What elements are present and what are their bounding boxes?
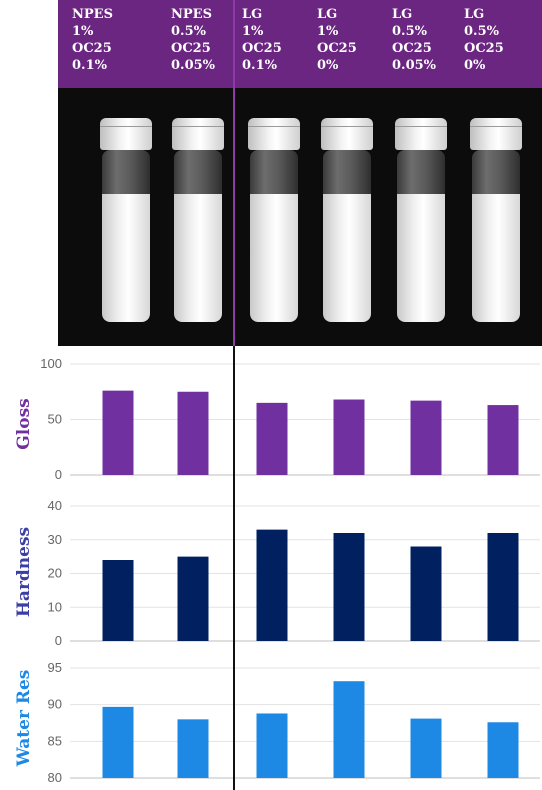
- y-tick-label: 100: [40, 356, 62, 371]
- sample-label-line: OC25: [392, 41, 432, 56]
- sample-label-line: 0.5%: [464, 24, 499, 39]
- vial-6: [466, 118, 526, 328]
- bar: [487, 405, 519, 475]
- group-divider-line: [233, 346, 235, 790]
- y-tick-label: 90: [48, 697, 62, 712]
- bar: [102, 390, 134, 475]
- bar: [256, 713, 288, 778]
- sample-label-line: NPES: [72, 7, 113, 22]
- sample-label-line: 0.05%: [392, 58, 437, 73]
- sample-label-line: 0%: [317, 58, 339, 73]
- sample-label-line: 0.1%: [242, 58, 277, 73]
- hardness-axis-label: Hardness: [14, 526, 34, 618]
- sample-label-4: LG 1% OC25 0%: [317, 6, 387, 74]
- sample-label-line: 1%: [72, 24, 94, 39]
- y-tick-label: 85: [48, 733, 62, 748]
- sample-label-line: OC25: [171, 41, 211, 56]
- sample-header: NPES 1% OC25 0.1% NPES 0.5% OC25 0.05% L…: [58, 0, 542, 88]
- vial-4: [317, 118, 377, 328]
- y-tick-label: 20: [48, 566, 62, 581]
- bar: [333, 681, 365, 778]
- bar: [177, 391, 209, 475]
- sample-label-line: LG: [392, 7, 413, 22]
- sample-label-line: LG: [242, 7, 263, 22]
- sample-label-line: 0.05%: [171, 58, 216, 73]
- sample-label-5: LG 0.5% OC25 0.05%: [392, 6, 462, 74]
- sample-label-line: 0%: [464, 58, 486, 73]
- bar: [333, 533, 365, 641]
- vials-photo: [58, 88, 542, 346]
- bar: [102, 706, 134, 778]
- sample-label-line: OC25: [317, 41, 357, 56]
- bar: [487, 533, 519, 641]
- sample-label-line: LG: [464, 7, 485, 22]
- bar: [410, 400, 442, 475]
- y-tick-label: 30: [48, 532, 62, 547]
- vial-3: [244, 118, 304, 328]
- water-res-axis-label: Water Res: [14, 669, 34, 767]
- bar: [333, 399, 365, 475]
- sample-label-line: 1%: [317, 24, 339, 39]
- sample-label-line: OC25: [242, 41, 282, 56]
- y-tick-label: 10: [48, 599, 62, 614]
- sample-label-line: LG: [317, 7, 338, 22]
- sample-label-line: NPES: [171, 7, 212, 22]
- bar: [487, 722, 519, 778]
- sample-label-line: 0.5%: [392, 24, 427, 39]
- sample-label-2: NPES 0.5% OC25 0.05%: [171, 6, 241, 74]
- sample-label-line: OC25: [464, 41, 504, 56]
- gloss-axis-label: Gloss: [14, 398, 34, 450]
- y-tick-label: 50: [48, 412, 62, 427]
- bar: [410, 546, 442, 641]
- y-tick-label: 80: [48, 770, 62, 785]
- sample-label-1: NPES 1% OC25 0.1%: [72, 6, 142, 74]
- sample-label-line: 1%: [242, 24, 264, 39]
- group-divider-top: [233, 0, 235, 346]
- bar: [410, 718, 442, 778]
- charts-area: 0 50 100 0 10 20 30 40 80 85 90 95 Gloss Hardness W…: [0, 346, 542, 790]
- sample-label-line: OC25: [72, 41, 112, 56]
- y-tick-label: 40: [48, 498, 62, 513]
- sample-label-3: LG 1% OC25 0.1%: [242, 6, 312, 74]
- bar: [256, 529, 288, 641]
- sample-label-line: 0.1%: [72, 58, 107, 73]
- bar: [177, 556, 209, 641]
- bar: [256, 402, 288, 475]
- bar: [177, 719, 209, 778]
- vial-1: [96, 118, 156, 328]
- y-tick-label: 95: [48, 660, 62, 675]
- sample-label-line: 0.5%: [171, 24, 206, 39]
- vial-5: [391, 118, 451, 328]
- y-tick-label: 0: [55, 467, 62, 482]
- sample-label-6: LG 0.5% OC25 0%: [464, 6, 534, 74]
- y-tick-label: 0: [55, 633, 62, 648]
- bar-charts: 0 50 100 0 10 20 30 40 80 85 90 95: [40, 356, 540, 785]
- bar: [102, 560, 134, 641]
- vial-2: [168, 118, 228, 328]
